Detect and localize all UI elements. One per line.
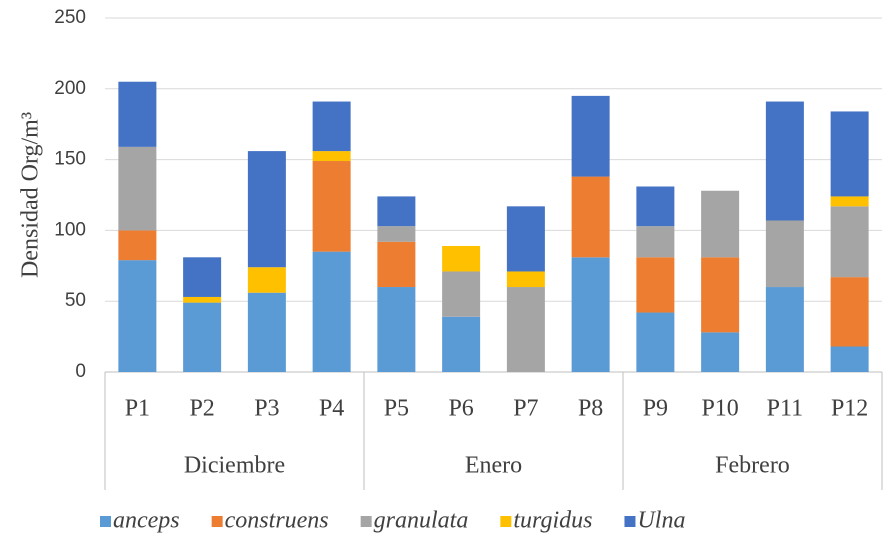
legend-label: anceps <box>113 508 180 534</box>
bar-segment <box>636 226 675 258</box>
legend-swatch <box>211 516 223 527</box>
bar-segment <box>636 257 675 313</box>
bar-segment <box>765 287 804 372</box>
bar-segment <box>377 226 416 242</box>
bar-segment <box>377 196 416 227</box>
bar-segment <box>506 271 545 288</box>
x-tick-label: P12 <box>831 396 868 422</box>
bar-segment <box>312 101 351 152</box>
bar-segment <box>571 176 610 258</box>
bar-segment <box>312 151 351 162</box>
bar-segment <box>312 161 351 252</box>
legend-label: construens <box>225 508 329 534</box>
y-tick-label: 150 <box>54 149 86 170</box>
legend-swatch <box>100 516 111 527</box>
x-tick-label: P8 <box>578 396 603 422</box>
bar-segment <box>701 190 740 258</box>
y-tick-label: 0 <box>75 361 86 382</box>
group-label: Febrero <box>715 453 790 479</box>
y-tick-label: 50 <box>65 290 86 311</box>
bar-segment <box>636 312 675 372</box>
legend-label: Ulna <box>637 508 685 534</box>
bar-segment <box>571 95 610 177</box>
bar-segment <box>830 196 869 207</box>
bar-segment <box>830 111 869 197</box>
group-label: Diciembre <box>184 453 285 479</box>
x-tick-label: P5 <box>384 396 409 422</box>
bar-segment <box>377 287 416 372</box>
bar-segment <box>377 241 416 288</box>
legend-swatch <box>360 516 372 527</box>
legend-swatch <box>500 516 512 527</box>
bar-segment <box>830 277 869 347</box>
x-tick-label: P6 <box>448 396 473 422</box>
legend-swatch <box>624 516 636 527</box>
x-tick-label: P11 <box>767 396 803 422</box>
x-tick-label: P1 <box>125 396 150 422</box>
x-tick-label: P3 <box>254 396 279 422</box>
x-tick-label: P4 <box>319 396 344 422</box>
y-tick-label: 200 <box>54 78 86 99</box>
bar-segment <box>765 220 804 288</box>
x-tick-label: P10 <box>701 396 738 422</box>
x-tick-label: P7 <box>513 396 538 422</box>
bar-segment <box>442 271 481 317</box>
group-label: Enero <box>465 453 522 479</box>
bar-segment <box>183 257 222 297</box>
bar-segment <box>765 101 804 221</box>
bar-segment <box>183 296 222 303</box>
bar-segment <box>312 251 351 372</box>
bar-segment <box>118 81 157 147</box>
bar-segment <box>183 302 222 372</box>
bar-segment <box>247 267 286 293</box>
bar-segment <box>701 257 740 333</box>
bar-segment <box>571 257 610 372</box>
bar-segment <box>118 146 157 231</box>
bar-segment <box>830 206 869 278</box>
bar-segment <box>118 260 157 372</box>
x-tick-label: P9 <box>643 396 668 422</box>
legend-label: granulata <box>374 508 469 534</box>
y-axis-title: Densidad Org/m³ <box>18 112 44 278</box>
y-tick-label: 250 <box>54 7 86 28</box>
bar-segment <box>442 316 481 372</box>
bar-segment <box>830 346 869 372</box>
x-tick-label: P2 <box>189 396 214 422</box>
bar-segment <box>118 230 157 261</box>
legend-label: turgidus <box>513 508 592 534</box>
bar-segment <box>506 206 545 272</box>
bar-segment <box>442 245 481 272</box>
bar-segment <box>506 287 545 372</box>
bar-segment <box>636 186 675 227</box>
y-tick-label: 100 <box>54 219 86 240</box>
bar-segment <box>247 292 286 372</box>
bar-segment <box>701 332 740 372</box>
bar-segment <box>247 151 286 268</box>
